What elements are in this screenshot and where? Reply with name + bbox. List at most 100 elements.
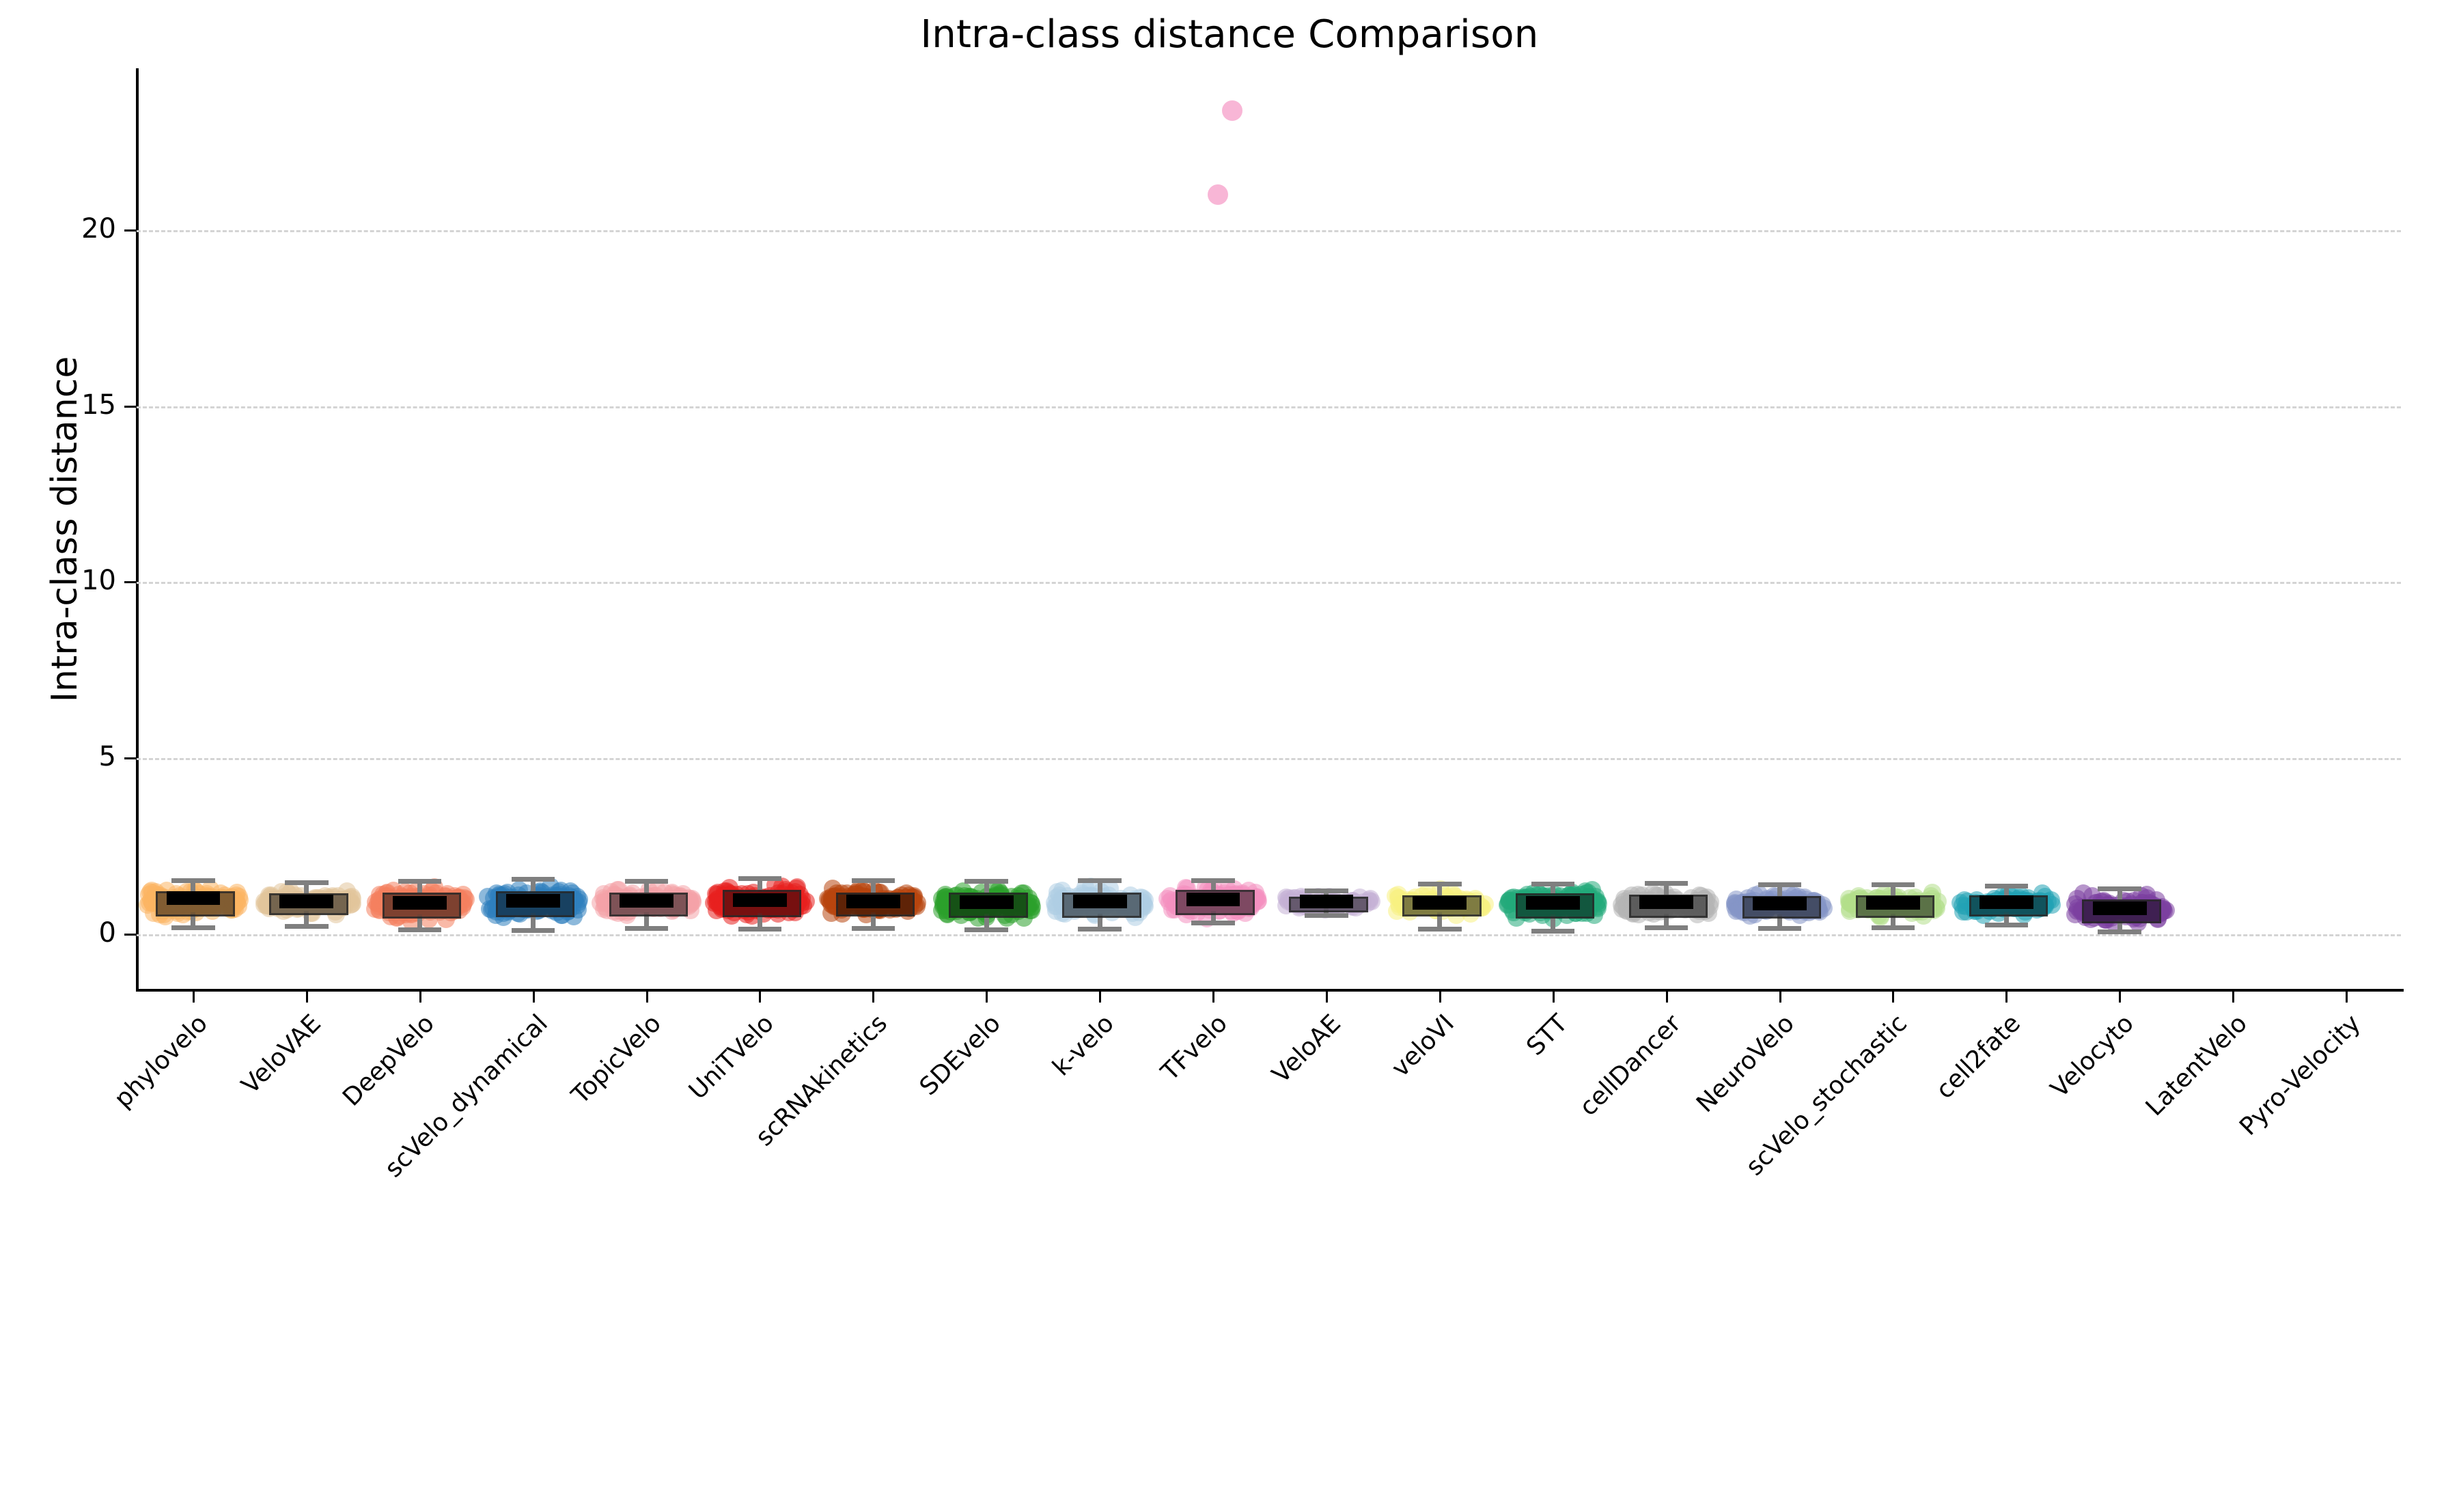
median-line bbox=[279, 895, 334, 909]
point-swarm bbox=[2063, 68, 2176, 990]
outlier-point bbox=[1221, 100, 1242, 121]
whisker-cap-lower bbox=[624, 925, 669, 931]
whisker-cap-lower bbox=[398, 927, 442, 932]
whisker-cap-upper bbox=[851, 878, 895, 883]
boxplot-group bbox=[704, 68, 817, 990]
whisker-cap-upper bbox=[1644, 880, 1689, 886]
x-tick-mark bbox=[1439, 990, 1441, 1003]
y-tick-mark bbox=[124, 229, 137, 232]
whisker-cap-lower bbox=[964, 927, 1008, 932]
whisker-cap-upper bbox=[171, 878, 215, 883]
data-point bbox=[1158, 890, 1176, 908]
x-tick-mark bbox=[986, 990, 988, 1003]
whisker-cap-upper bbox=[964, 878, 1008, 884]
whisker-cap-lower bbox=[851, 925, 895, 931]
median-line bbox=[959, 895, 1014, 910]
x-tick-mark bbox=[872, 990, 875, 1003]
point-swarm bbox=[590, 68, 704, 990]
point-swarm bbox=[930, 68, 1043, 990]
y-tick-label: 0 bbox=[98, 916, 116, 949]
boxplot-group bbox=[1610, 68, 1723, 990]
gridline bbox=[137, 230, 2401, 233]
x-tick-mark bbox=[1892, 990, 1895, 1003]
whisker-upper bbox=[304, 882, 309, 894]
point-swarm bbox=[816, 68, 930, 990]
median-line bbox=[1979, 895, 2033, 910]
boxplot-group bbox=[1383, 68, 1497, 990]
whisker-cap-upper bbox=[1305, 888, 1348, 894]
median-line bbox=[1866, 896, 1920, 910]
x-tick-mark bbox=[2119, 990, 2122, 1003]
median-line bbox=[2092, 901, 2147, 916]
whisker-cap-lower bbox=[1078, 926, 1122, 932]
whisker-cap-lower bbox=[285, 923, 329, 929]
whisker-cap-upper bbox=[1984, 883, 2029, 888]
boxplot-group bbox=[2063, 68, 2176, 990]
median-line bbox=[1413, 896, 1467, 910]
whisker-lower bbox=[304, 910, 309, 927]
y-tick-label: 20 bbox=[81, 213, 116, 245]
median-line bbox=[1753, 897, 1807, 911]
median-line bbox=[506, 894, 561, 908]
median-line bbox=[1186, 893, 1240, 907]
x-tick-mark bbox=[2232, 990, 2235, 1003]
x-tick-mark bbox=[419, 990, 421, 1003]
y-tick-label: 10 bbox=[81, 565, 116, 597]
whisker-cap-lower bbox=[171, 925, 215, 930]
y-tick-mark bbox=[124, 581, 137, 584]
point-swarm bbox=[1610, 68, 1723, 990]
y-tick-label: 5 bbox=[98, 740, 116, 772]
whisker-cap-upper bbox=[1191, 878, 1235, 883]
y-tick-label: 15 bbox=[81, 389, 116, 421]
whisker-cap-upper bbox=[1871, 882, 1915, 887]
x-tick-label-velovae: VeloVAE bbox=[236, 1009, 327, 1100]
boxplot-group bbox=[816, 68, 930, 990]
whisker-cap-lower bbox=[2098, 929, 2141, 934]
whisker-cap-upper bbox=[1418, 881, 1462, 886]
boxplot-group bbox=[590, 68, 704, 990]
median-line bbox=[1526, 896, 1581, 910]
gridline bbox=[137, 582, 2401, 585]
whisker-cap-lower bbox=[1305, 913, 1348, 919]
boxplot-group bbox=[2176, 68, 2290, 990]
whisker-cap-lower bbox=[1644, 925, 1689, 930]
boxplot-group bbox=[1949, 68, 2063, 990]
chart-title: Intra-class distance Comparison bbox=[920, 12, 1539, 57]
x-tick-mark bbox=[2005, 990, 2008, 1003]
whisker-lower bbox=[191, 912, 196, 928]
boxplot-group bbox=[2290, 68, 2403, 990]
whisker-cap-upper bbox=[2098, 886, 2141, 892]
median-line bbox=[1299, 895, 1354, 909]
point-swarm bbox=[363, 68, 477, 990]
point-swarm bbox=[1837, 68, 1950, 990]
chart-figure: Intra-class distance Comparison Intra-cl… bbox=[41, 12, 2404, 1184]
boxplot-group bbox=[250, 68, 363, 990]
gridline bbox=[137, 406, 2401, 408]
point-swarm bbox=[1723, 68, 1837, 990]
boxplot-group bbox=[1723, 68, 1837, 990]
plot-area: 0 5 10 15 20 phylovelo VeloVAE DeepVelo scVelo_… bbox=[81, 68, 2403, 1183]
whisker-cap-upper bbox=[624, 878, 669, 884]
point-swarm bbox=[1497, 68, 1610, 990]
y-axis-title: Intra-class distance bbox=[41, 68, 89, 990]
whisker-cap-lower bbox=[1758, 925, 1802, 931]
gridline bbox=[137, 757, 2401, 760]
whisker-cap-lower bbox=[1531, 928, 1575, 934]
x-tick-mark bbox=[192, 990, 195, 1003]
y-tick-mark bbox=[124, 405, 137, 408]
y-tick-mark bbox=[124, 933, 137, 936]
x-tick-mark bbox=[1325, 990, 1328, 1003]
x-tick-mark bbox=[1552, 990, 1555, 1003]
whisker-upper bbox=[191, 880, 196, 891]
x-axis-spine bbox=[136, 989, 2404, 992]
whisker-cap-upper bbox=[738, 876, 782, 881]
whisker-cap-upper bbox=[1078, 878, 1122, 883]
whisker-cap-upper bbox=[398, 878, 442, 884]
x-tick-mark bbox=[305, 990, 308, 1003]
median-line bbox=[620, 894, 673, 908]
median-line bbox=[846, 895, 900, 909]
whisker-cap-lower bbox=[1418, 926, 1462, 932]
whisker-cap-upper bbox=[511, 876, 555, 882]
median-line bbox=[1072, 895, 1127, 909]
x-tick-mark bbox=[1779, 990, 1781, 1003]
